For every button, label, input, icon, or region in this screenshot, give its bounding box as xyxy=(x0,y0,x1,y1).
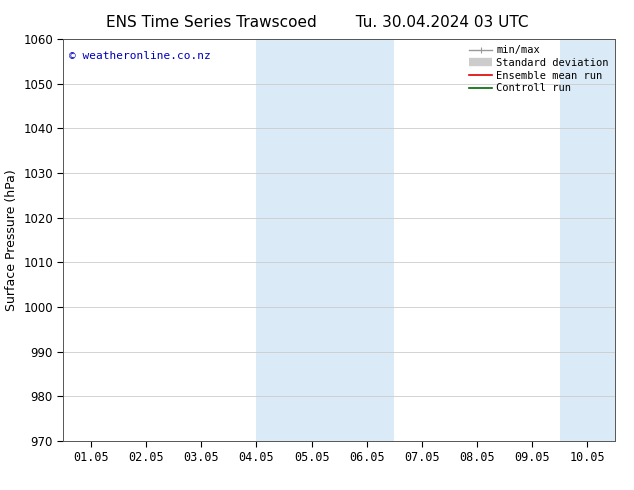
Text: © weatheronline.co.nz: © weatheronline.co.nz xyxy=(69,51,210,61)
Y-axis label: Surface Pressure (hPa): Surface Pressure (hPa) xyxy=(4,169,18,311)
Text: ENS Time Series Trawscoed        Tu. 30.04.2024 03 UTC: ENS Time Series Trawscoed Tu. 30.04.2024… xyxy=(106,15,528,30)
Legend: min/max, Standard deviation, Ensemble mean run, Controll run: min/max, Standard deviation, Ensemble me… xyxy=(466,42,612,97)
Bar xyxy=(560,39,634,441)
Bar xyxy=(256,39,394,441)
